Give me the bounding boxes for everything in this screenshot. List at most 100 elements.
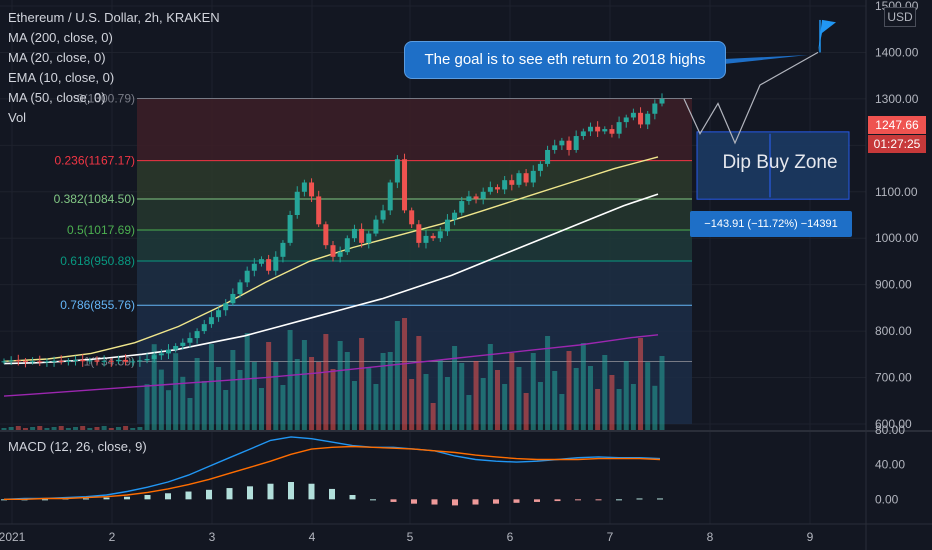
volume-bar xyxy=(387,352,393,431)
indicator-ema10[interactable]: EMA (10, close, 0) xyxy=(8,70,115,85)
macd-histogram-bar xyxy=(493,499,499,504)
candle-body xyxy=(587,126,593,132)
candle-body xyxy=(530,170,536,183)
volume-bar xyxy=(94,427,100,431)
macd-histogram-bar xyxy=(349,495,356,500)
candle-body xyxy=(502,180,508,190)
volume-bar xyxy=(158,369,164,431)
macd-label[interactable]: MACD (12, 26, close, 9) xyxy=(8,439,147,454)
indicator-ma50[interactable]: MA (50, close, 0) xyxy=(8,90,106,105)
candle-body xyxy=(595,126,601,132)
macd-histogram-bar xyxy=(103,497,110,500)
volume-bar xyxy=(459,363,465,431)
candle-body xyxy=(30,361,36,363)
volume-bar xyxy=(294,359,300,431)
fib-label: 0.786(855.76) xyxy=(60,298,135,312)
volume-bar xyxy=(630,384,636,431)
volume-bar xyxy=(194,358,200,431)
y-tick-label: 1000.00 xyxy=(875,231,919,245)
candle-body xyxy=(459,201,465,213)
macd-histogram-bar xyxy=(185,491,192,500)
candle-body xyxy=(108,360,114,362)
volume-bar xyxy=(301,340,307,431)
volume-bar xyxy=(137,427,143,431)
currency-label[interactable]: USD xyxy=(884,7,916,27)
volume-bar xyxy=(344,352,350,431)
volume-bar xyxy=(1,428,7,431)
goal-callout[interactable]: The goal is to see eth return to 2018 hi… xyxy=(404,41,726,79)
goal-flag-icon xyxy=(818,19,836,53)
y-tick-label: 800.00 xyxy=(875,324,912,338)
volume-bar xyxy=(80,426,86,431)
y-tick-label: 1400.00 xyxy=(875,45,919,59)
macd-histogram-bar xyxy=(390,499,397,502)
candle-body xyxy=(144,358,150,361)
candle-body xyxy=(552,145,558,150)
volume-bar xyxy=(480,378,486,431)
candle-body xyxy=(351,228,357,239)
volume-bar xyxy=(402,318,408,431)
volume-bar xyxy=(509,353,515,431)
macd-y-tick-label: 40.00 xyxy=(875,458,905,472)
candle-body xyxy=(430,235,436,239)
volume-bar xyxy=(115,427,121,431)
x-tick-label: 8 xyxy=(707,530,714,544)
volume-bar xyxy=(645,362,651,431)
fib-band xyxy=(137,230,692,262)
macd-histogram-bar xyxy=(267,483,274,500)
candle-body xyxy=(130,361,136,363)
volume-bar xyxy=(430,403,436,431)
y-tick-label: 1100.00 xyxy=(875,185,918,199)
volume-bar xyxy=(602,355,608,431)
candle-body xyxy=(251,263,257,271)
candle-body xyxy=(87,360,93,362)
macd-histogram-bar xyxy=(329,488,335,500)
symbol-title[interactable]: Ethereum / U.S. Dollar, 2h, KRAKEN xyxy=(8,10,220,25)
indicator-ma200[interactable]: MA (200, close, 0) xyxy=(8,30,113,45)
candle-body xyxy=(309,182,315,197)
fib-band xyxy=(137,305,692,362)
candle-body xyxy=(616,122,622,134)
candle-body xyxy=(201,324,207,332)
candle-body xyxy=(645,113,651,125)
x-tick-label: 4 xyxy=(309,530,316,544)
candle-body xyxy=(65,360,71,362)
candle-body xyxy=(573,136,579,150)
candle-body xyxy=(123,359,129,362)
volume-bar xyxy=(487,344,493,431)
candle-body xyxy=(80,359,86,362)
candle-body xyxy=(380,210,386,220)
volume-bar xyxy=(108,428,114,431)
volume-bar xyxy=(187,398,193,431)
volume-bar xyxy=(223,390,229,431)
indicator-vol[interactable]: Vol xyxy=(8,110,27,125)
volume-bar xyxy=(566,351,572,431)
macd-histogram-bar xyxy=(226,488,233,500)
indicator-legend: Ethereum / U.S. Dollar, 2h, KRAKEN MA (2… xyxy=(8,8,220,128)
fib-retracement: 0(1300.79) 0.236(1167.17) 0.382(1084.50) 0.… xyxy=(54,92,850,424)
y-tick-label: 1300.00 xyxy=(875,92,919,106)
volume-bar xyxy=(552,371,558,431)
candle-body xyxy=(258,259,264,264)
volume-bar xyxy=(466,395,472,431)
volume-bar xyxy=(266,342,272,431)
volume-bar xyxy=(623,361,629,431)
candle-body xyxy=(151,355,157,359)
macd-histogram-bar xyxy=(165,493,171,500)
x-tick-label: 6 xyxy=(507,530,514,544)
volume-bar xyxy=(316,362,322,431)
candle-body xyxy=(37,361,43,363)
candle-body xyxy=(94,360,100,362)
candle-body xyxy=(230,293,236,304)
indicator-ma20[interactable]: MA (20, close, 0) xyxy=(8,50,106,65)
x-tick-label: 9 xyxy=(807,530,814,544)
candle-body xyxy=(373,219,379,234)
candle-body xyxy=(630,112,636,118)
volume-bar xyxy=(545,336,551,431)
volume-bar xyxy=(51,427,57,431)
volume-bar xyxy=(101,426,107,431)
candle-body xyxy=(580,131,586,137)
candle-body xyxy=(294,191,300,215)
